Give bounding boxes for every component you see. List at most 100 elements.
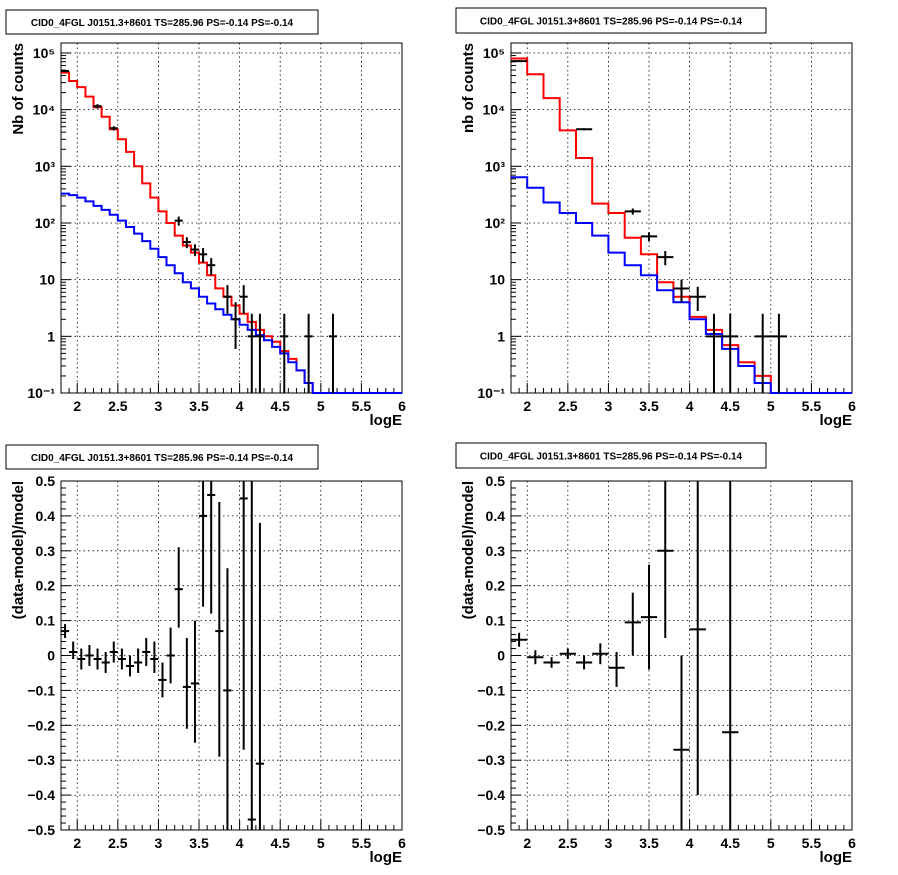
residual-point	[559, 648, 576, 659]
chart-title: CID0_4FGL J0151.3+8601 TS=285.96 PS=-0.1…	[31, 453, 294, 464]
data-point	[280, 313, 289, 393]
data-point	[255, 313, 264, 393]
residual-point	[182, 638, 191, 729]
component-model-histogram	[511, 176, 852, 394]
y-axis-label: (data-model)/model	[460, 481, 477, 619]
x-tick-label: 5.5	[352, 835, 372, 851]
residual-point	[166, 627, 175, 684]
data-point	[109, 126, 118, 131]
y-axis-label: (data-model)/model	[10, 481, 27, 619]
x-tick-label: 4.5	[270, 835, 290, 851]
residual-point	[61, 624, 70, 639]
y-tick-label: 10⁵	[483, 45, 505, 61]
residual-point	[93, 648, 102, 670]
grid-lines	[61, 481, 402, 830]
chart-title: CID0_4FGL J0151.3+8601 TS=285.96 PS=-0.1…	[31, 18, 294, 29]
y-axis-label: Nb of counts	[10, 43, 27, 135]
x-axis-label: logE	[820, 849, 853, 866]
x-tick-label: 2.5	[558, 835, 578, 851]
data-point	[328, 313, 338, 393]
plot-frame	[60, 480, 403, 831]
data-point	[511, 60, 528, 63]
y-tick-label: −0.3	[477, 752, 505, 768]
x-axis-label: logE	[370, 849, 403, 866]
residual-point	[722, 481, 739, 830]
y-tick-label: 0	[497, 648, 505, 664]
residual-point	[527, 650, 544, 665]
data-point	[754, 313, 771, 393]
residual-point	[608, 652, 625, 687]
plot-frame	[60, 42, 403, 394]
y-tick-label: 0.4	[486, 508, 506, 524]
data-point	[247, 313, 256, 393]
x-tick-label: 6	[398, 835, 406, 851]
y-tick-label: 10	[489, 272, 505, 288]
y-tick-label: 0.2	[36, 578, 56, 594]
y-tick-label: 0.2	[486, 578, 506, 594]
grid-lines	[511, 43, 852, 393]
x-axis-label: logE	[370, 412, 403, 429]
x-tick-label: 4.5	[270, 398, 290, 414]
residual-point	[689, 481, 706, 796]
residual-point	[174, 547, 183, 628]
residual-point	[190, 620, 200, 743]
plot-frame	[510, 42, 853, 394]
data-point	[705, 313, 723, 393]
chart-top-left: 2 2.5 3 3.5 4 4.5 5 5.5 6 10⁻¹ 1 10 10² 10³ 10⁴ 10⁵ logE…	[5, 9, 406, 429]
x-tick-label: 5.5	[802, 398, 822, 414]
x-tick-label: 4	[236, 398, 244, 414]
residual-point	[223, 568, 232, 830]
y-tick-label: −0.3	[27, 752, 55, 768]
residual-point	[109, 641, 118, 663]
residual-point	[215, 501, 224, 757]
y-tick-label: 0.5	[36, 473, 56, 489]
x-tick-label: 4.5	[720, 835, 740, 851]
residual-point	[158, 662, 167, 698]
data-point	[673, 279, 690, 303]
data-point	[223, 285, 232, 314]
chart-title: CID0_4FGL J0151.3+8601 TS=285.96 PS=-0.1…	[480, 452, 743, 463]
residual-point	[247, 481, 256, 830]
y-tick-label: −0.5	[477, 822, 505, 838]
title-box	[5, 444, 319, 470]
x-tick-label: 5.5	[352, 398, 372, 414]
residual-point	[624, 592, 641, 656]
residual-point	[117, 648, 126, 670]
x-tick-label: 4	[686, 835, 694, 851]
data-point	[640, 232, 658, 242]
data-points	[511, 60, 788, 393]
y-tick-label: 10⁴	[33, 102, 56, 118]
y-tick-label: −0.1	[477, 682, 505, 698]
y-tick-label: 10⁻¹	[477, 385, 505, 401]
residual-point	[134, 648, 143, 673]
y-axis-label: nb of counts	[460, 43, 477, 133]
x-tick-label: 3	[155, 398, 163, 414]
residual-point	[199, 481, 208, 607]
y-tick-label: −0.1	[27, 682, 55, 698]
y-tick-label: 10³	[35, 158, 56, 174]
y-tick-label: 10²	[35, 215, 56, 231]
grid-lines	[61, 43, 402, 393]
residual-point	[657, 481, 674, 639]
x-tick-label: 5	[317, 835, 325, 851]
data-point	[657, 251, 674, 266]
x-tick-label: 2.5	[108, 398, 128, 414]
residual-point	[142, 638, 151, 666]
x-tick-label: 5	[767, 398, 775, 414]
data-point	[182, 237, 191, 249]
y-tick-label: 0	[47, 648, 55, 664]
data-point	[93, 104, 102, 109]
x-tick-label: 5.5	[802, 835, 822, 851]
residual-point	[640, 564, 658, 670]
x-tick-label: 4.5	[720, 398, 740, 414]
x-tick-label: 2	[73, 398, 81, 414]
x-tick-label: 3.5	[189, 398, 209, 414]
tick-marks	[510, 52, 853, 394]
x-tick-label: 2	[73, 835, 81, 851]
x-tick-label: 5	[767, 835, 775, 851]
chart-title: CID0_4FGL J0151.3+8601 TS=285.96 PS=-0.1…	[480, 17, 743, 28]
residual-point	[69, 641, 78, 659]
residual-point	[125, 655, 135, 677]
x-tick-label: 5	[317, 398, 325, 414]
